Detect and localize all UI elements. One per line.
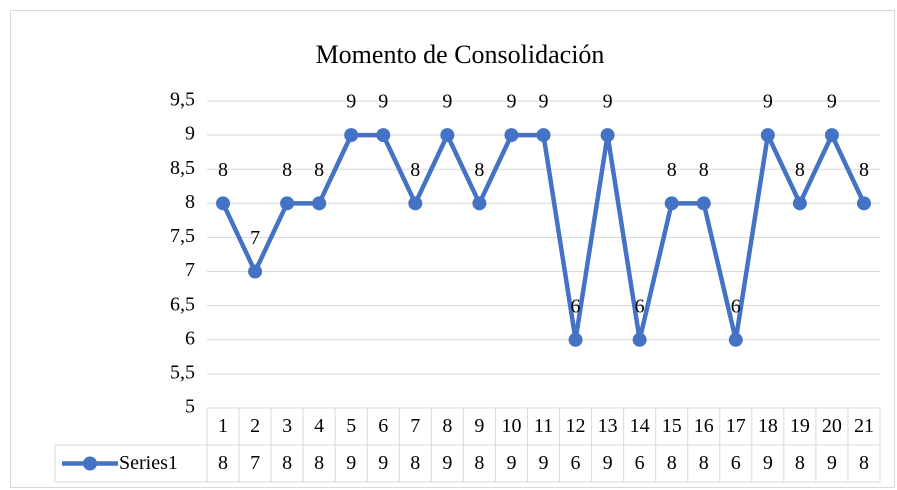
point-marker [440,128,455,143]
x-tick-label: 11 [534,415,553,437]
x-tick-label: 2 [250,415,260,437]
point-marker [856,196,871,211]
point-marker [664,196,679,211]
table-value: 8 [795,452,805,474]
table-value: 9 [506,452,516,474]
data-label: 8 [699,159,709,181]
data-label: 6 [731,295,741,317]
point-marker [344,128,359,143]
y-tick-label: 7,5 [170,225,195,247]
point-marker [696,196,711,211]
x-tick-label: 9 [474,415,484,437]
table-value: 8 [859,452,869,474]
x-tick-label: 1 [218,415,228,437]
data-label: 9 [506,91,516,113]
data-label: 8 [410,159,420,181]
point-marker [216,196,231,211]
data-label: 8 [282,159,292,181]
x-tick-label: 10 [501,415,521,437]
data-label: 9 [442,91,452,113]
y-tick-label: 8,5 [170,157,195,179]
table-value: 8 [667,452,677,474]
x-tick-label: 6 [378,415,388,437]
legend-swatch-marker [83,456,97,471]
y-tick-label: 5,5 [170,361,195,383]
table-value: 7 [250,452,260,474]
data-label: 8 [667,159,677,181]
data-label: 9 [346,91,356,113]
point-marker [760,128,775,143]
data-label: 6 [571,295,581,317]
data-label: 9 [378,91,388,113]
y-tick-label: 6 [185,327,195,349]
data-label: 9 [603,91,613,113]
y-tick-label: 9 [185,123,195,145]
data-label: 9 [763,91,773,113]
legend-label: Series1 [119,452,178,474]
x-tick-label: 13 [598,415,618,437]
point-marker [632,332,647,347]
point-marker [504,128,519,143]
data-label: 8 [218,159,228,181]
x-tick-label: 16 [694,415,714,437]
point-marker [312,196,327,211]
data-label: 7 [250,227,260,249]
point-marker [792,196,807,211]
point-marker [824,128,839,143]
point-marker [472,196,487,211]
point-marker [568,332,583,347]
x-tick-label: 8 [442,415,452,437]
data-label: 9 [539,91,549,113]
x-tick-label: 3 [282,415,292,437]
x-tick-label: 18 [758,415,778,437]
data-label: 8 [474,159,484,181]
chart-title: Momento de Consolidación [316,40,605,69]
point-marker [536,128,551,143]
data-label: 9 [827,91,837,113]
table-value: 6 [731,452,741,474]
point-marker [280,196,295,211]
table-value: 9 [539,452,549,474]
x-tick-label: 20 [822,415,842,437]
table-value: 9 [442,452,452,474]
table-value: 9 [378,452,388,474]
x-tick-label: 14 [630,415,650,437]
table-value: 8 [218,452,228,474]
data-label: 8 [314,159,324,181]
x-tick-label: 12 [566,415,586,437]
table-value: 8 [282,452,292,474]
table-value: 8 [410,452,420,474]
point-marker [600,128,615,143]
table-value: 9 [346,452,356,474]
table-value: 8 [474,452,484,474]
table-value: 8 [699,452,709,474]
y-tick-label: 5 [185,396,195,418]
data-label: 8 [859,159,869,181]
x-tick-label: 7 [410,415,420,437]
y-tick-label: 6,5 [170,293,195,315]
data-label: 8 [795,159,805,181]
table-value: 6 [571,452,581,474]
table-value: 9 [763,452,773,474]
x-tick-label: 5 [346,415,356,437]
x-tick-label: 15 [662,415,682,437]
table-value: 8 [314,452,324,474]
x-tick-label: 21 [854,415,874,437]
x-tick-label: 19 [790,415,810,437]
x-tick-label: 4 [314,415,324,437]
y-tick-label: 9,5 [170,89,195,111]
x-tick-label: 17 [726,415,746,437]
point-marker [248,264,263,279]
table-value: 9 [827,452,837,474]
y-tick-label: 8 [185,191,195,213]
point-marker [376,128,391,143]
point-marker [408,196,423,211]
data-label: 6 [635,295,645,317]
table-value: 9 [603,452,613,474]
point-marker [728,332,743,347]
table-value: 6 [635,452,645,474]
y-tick-label: 7 [185,259,195,281]
